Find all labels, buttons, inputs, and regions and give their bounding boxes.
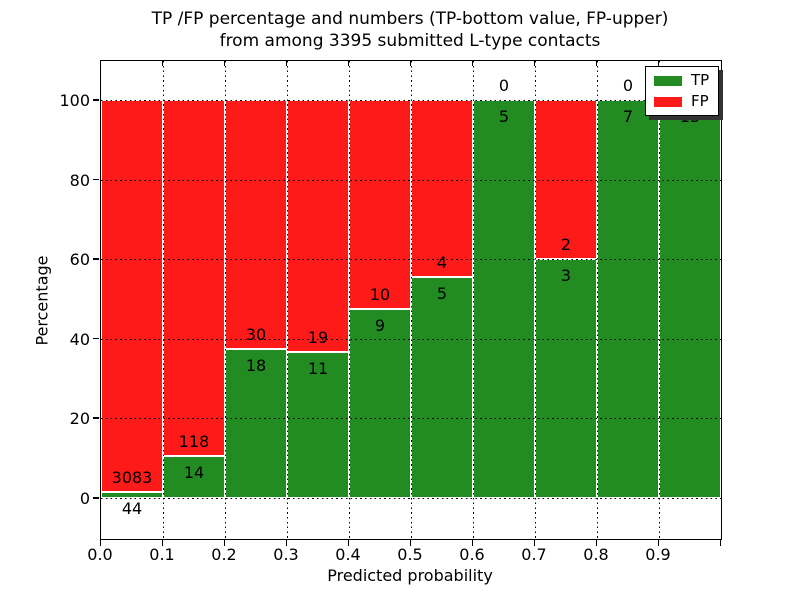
- top-tick-mark: [223, 61, 225, 66]
- x-tick-mark: [719, 540, 721, 546]
- v-gridline: [286, 61, 288, 539]
- x-tick-mark: [347, 540, 349, 546]
- chart-title: TP /FP percentage and numbers (TP-bottom…: [90, 8, 730, 52]
- fp-count-label: 118: [178, 431, 210, 451]
- bar-segment-tp: [287, 352, 349, 498]
- chart-title-line2: from among 3395 submitted L-type contact…: [219, 31, 601, 51]
- v-gridline: [596, 61, 598, 539]
- legend-item-tp: TP: [654, 73, 709, 88]
- y-tick-label: 40: [69, 329, 90, 349]
- legend-item-fp: FP: [654, 94, 709, 109]
- tp-count-label: 5: [498, 107, 510, 126]
- tp-count-label: 14: [183, 462, 205, 482]
- y-tick-label: 60: [69, 250, 90, 270]
- bar-segment-tp: [225, 348, 287, 498]
- top-tick-mark: [657, 61, 659, 66]
- fp-count-label: 0: [498, 76, 510, 95]
- x-tick-label: 0.9: [645, 545, 671, 564]
- fp-count-label: 0: [622, 76, 634, 95]
- bar-segment-fp: [349, 100, 411, 310]
- bar-segment-fp: [163, 100, 225, 456]
- bar-segment-tp: [659, 100, 721, 498]
- top-tick-mark: [595, 61, 597, 66]
- fp-count-label: 10: [369, 285, 391, 305]
- x-tick-mark: [409, 540, 411, 546]
- fp-count-label: 4: [436, 252, 448, 272]
- v-gridline: [658, 61, 660, 539]
- tp-count-label: 9: [374, 316, 386, 336]
- tp-count-label: 7: [622, 107, 634, 126]
- bar-segment-fp: [225, 100, 287, 349]
- y-tick-label: 0: [79, 489, 90, 508]
- bar-segment-tp: [163, 455, 225, 498]
- y-tick-label: 100: [59, 91, 90, 110]
- y-tick-mark: [93, 417, 99, 419]
- tp-count-label: 5: [436, 283, 448, 303]
- top-tick-mark: [533, 61, 535, 66]
- bar-segment-fp: [411, 100, 473, 277]
- y-tick-mark: [93, 258, 99, 260]
- x-tick-label: 0.8: [583, 545, 609, 564]
- x-tick-mark: [223, 540, 225, 546]
- chart-title-line1: TP /FP percentage and numbers (TP-bottom…: [151, 9, 669, 29]
- x-tick-label: 0.7: [521, 545, 547, 564]
- bar-segment-tp: [597, 100, 659, 498]
- legend-box: TP FP: [645, 66, 720, 116]
- plot-area: 308344118143018191110945052307013: [100, 60, 722, 540]
- fp-count-label: 2: [560, 235, 572, 255]
- top-tick-mark: [161, 61, 163, 66]
- legend-label-tp: TP: [691, 71, 710, 89]
- bar-segment-tp: [349, 309, 411, 498]
- tp-count-label: 3: [560, 266, 572, 286]
- x-tick-mark: [595, 540, 597, 546]
- v-gridline: [348, 61, 350, 539]
- fp-count-label: 30: [245, 324, 267, 344]
- legend-label-fp: FP: [691, 92, 709, 110]
- y-tick-mark: [93, 337, 99, 340]
- y-tick-mark: [93, 99, 99, 101]
- fp-count-label: 19: [307, 328, 329, 348]
- top-tick-mark: [471, 61, 473, 66]
- top-tick-mark: [409, 61, 411, 66]
- tp-count-label: 11: [307, 359, 329, 379]
- fp-color-swatch: [654, 96, 682, 107]
- x-tick-label: 0.5: [397, 545, 423, 564]
- x-tick-mark: [533, 540, 535, 546]
- x-axis-label: Predicted probability: [327, 566, 493, 585]
- x-tick-label: 0.6: [459, 545, 485, 564]
- top-tick-mark: [347, 61, 349, 66]
- x-tick-label: 0.3: [273, 545, 299, 564]
- x-tick-label: 0.2: [211, 545, 237, 564]
- v-gridline: [224, 61, 226, 539]
- x-tick-label: 0.0: [87, 545, 113, 564]
- tp-count-label: 18: [245, 355, 267, 375]
- v-gridline: [472, 61, 474, 539]
- tp-color-swatch: [654, 75, 682, 86]
- top-tick-mark: [285, 61, 287, 66]
- v-gridline: [410, 61, 412, 539]
- y-tick-mark: [93, 497, 99, 499]
- y-axis-label: Percentage: [32, 254, 52, 346]
- x-tick-mark: [471, 540, 473, 546]
- x-tick-mark: [161, 540, 163, 546]
- x-tick-label: 0.1: [149, 545, 175, 564]
- bar-segment-tp: [535, 259, 597, 498]
- bar-segment-fp: [101, 100, 163, 493]
- y-tick-label: 80: [69, 170, 90, 190]
- x-tick-mark: [657, 540, 659, 546]
- v-gridline: [162, 61, 164, 539]
- tp-count-label: 44: [121, 499, 143, 519]
- fp-count-label: 3083: [111, 468, 153, 488]
- x-tick-mark: [285, 540, 287, 546]
- x-tick-label: 0.4: [335, 545, 361, 564]
- x-tick-mark: [99, 540, 101, 546]
- y-tick-mark: [93, 178, 99, 181]
- bar-segment-fp: [287, 100, 349, 353]
- y-tick-label: 20: [69, 409, 90, 429]
- v-gridline: [534, 61, 536, 539]
- bar-segment-tp: [411, 276, 473, 498]
